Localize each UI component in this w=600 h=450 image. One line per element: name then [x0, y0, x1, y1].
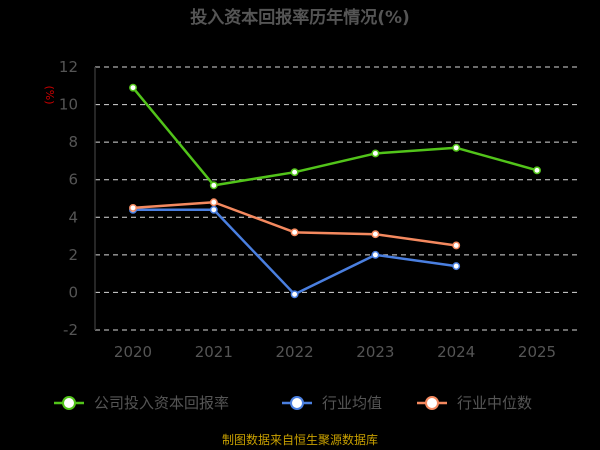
- y-tick-label: 10: [59, 96, 78, 114]
- chart-title: 投入资本回报率历年情况(%): [190, 7, 410, 28]
- grid-lines: [94, 66, 577, 331]
- x-tick-label: 2024: [437, 343, 475, 361]
- y-tick-label: 12: [59, 58, 78, 76]
- data-series: [129, 83, 541, 299]
- legend-marker: [425, 396, 439, 410]
- y-tick-label: 2: [68, 246, 78, 264]
- series-1: [129, 205, 461, 299]
- legend-label: 行业中位数: [457, 394, 532, 412]
- data-point: [209, 205, 218, 214]
- data-point: [452, 143, 461, 152]
- data-point: [290, 228, 299, 237]
- series-2: [129, 198, 461, 250]
- data-point: [290, 168, 299, 177]
- y-tick-label: 0: [68, 283, 78, 301]
- series-line: [133, 208, 457, 296]
- data-point: [533, 166, 541, 175]
- x-tick-label: 2025: [518, 343, 556, 361]
- y-tick-label: 4: [68, 208, 78, 226]
- y-tick-label: 6: [68, 171, 78, 189]
- x-tick-label: 2023: [356, 343, 394, 361]
- data-point: [371, 250, 380, 259]
- legend-label: 行业均值: [322, 394, 382, 412]
- source-note: 制图数据来自恒生聚源数据库: [222, 432, 378, 447]
- data-point: [209, 198, 218, 207]
- y-tick-labels: -2 0 2 4 6 8 10 12: [59, 58, 78, 339]
- data-point: [290, 290, 299, 299]
- legend-item: 行业均值: [282, 394, 382, 412]
- data-point: [452, 241, 461, 250]
- y-tick-label: -2: [63, 321, 78, 339]
- data-point: [371, 230, 380, 239]
- x-tick-label: 2020: [114, 343, 152, 361]
- y-axis-label: (%): [43, 85, 56, 104]
- series-0: [129, 83, 541, 190]
- x-tick-labels: 2020 2021 2022 2023 2024 2025: [114, 343, 556, 361]
- x-tick-label: 2021: [195, 343, 233, 361]
- series-line: [132, 86, 538, 187]
- legend-marker: [62, 396, 76, 410]
- y-tick-label: 8: [68, 133, 78, 151]
- data-point: [129, 83, 137, 92]
- legend: 公司投入资本回报率 行业均值 行业中位数: [54, 394, 532, 412]
- legend-label: 公司投入资本回报率: [94, 394, 229, 412]
- data-point: [209, 181, 218, 190]
- data-point: [371, 149, 380, 158]
- x-tick-label: 2022: [276, 343, 314, 361]
- legend-item: 行业中位数: [417, 394, 532, 412]
- data-point: [129, 203, 137, 212]
- legend-item: 公司投入资本回报率: [54, 394, 229, 412]
- data-point: [452, 262, 461, 271]
- legend-marker: [290, 396, 304, 410]
